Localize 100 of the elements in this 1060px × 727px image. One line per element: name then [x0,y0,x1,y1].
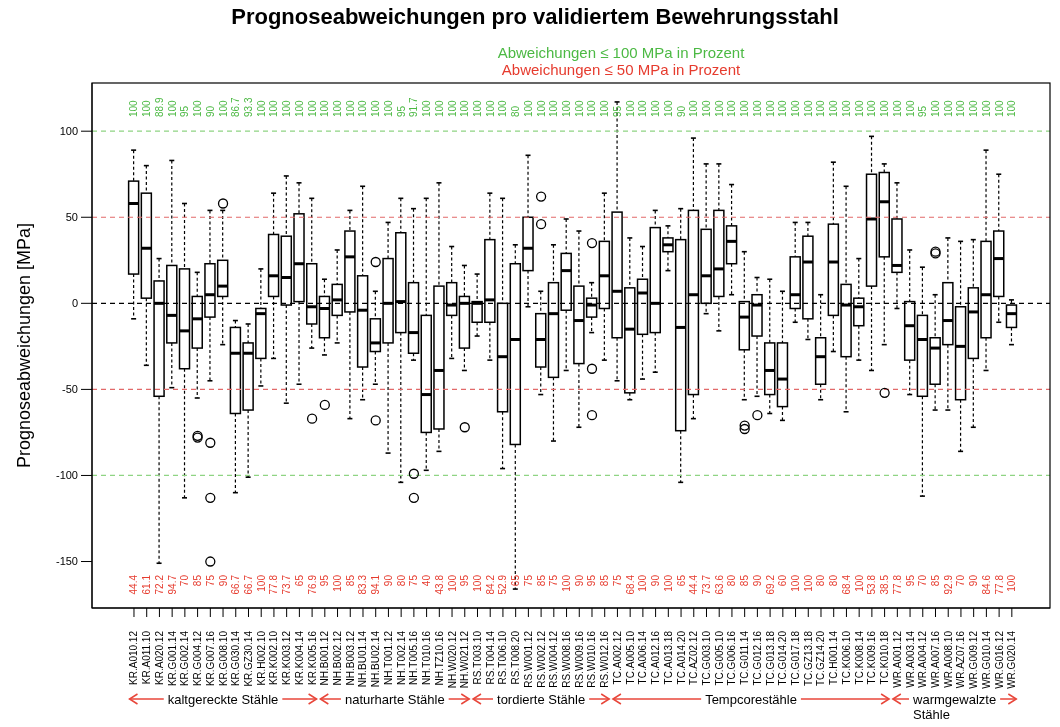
annotation: 90 [650,574,662,587]
x-tick-label: WR.A003.14 [904,630,916,688]
annotation: 100 [357,99,369,117]
annotation: 65 [510,574,522,587]
annotation: 100 [790,99,802,117]
x-tick-label: NH.W021.12 [459,630,471,689]
annotation: 65 [293,574,305,587]
x-tick-label: NH.B003.12 [344,630,356,686]
annotation: 100 [624,99,636,117]
annotation: 100 [281,99,293,117]
annotation: 100 [930,99,941,117]
x-tick-label: TC.K010.18 [879,630,891,685]
annotation: 100 [853,99,865,117]
annotation: 91.7 [408,97,420,117]
text: Tempcorestähle [705,691,797,707]
annotation: 100 [471,99,483,117]
annotation: 80 [510,105,522,117]
x-tick-label: NH.BU02.14 [370,630,382,688]
annotation: 100 [586,99,598,117]
x-tick-label: TC.K008.14 [853,630,865,685]
annotation: 100 [891,99,903,117]
annotation: 85 [599,574,611,587]
x-tick-label: NH.BU01.14 [357,630,369,688]
x-tick-label: TC.A012.16 [650,630,662,685]
annotation: 100 [1006,99,1018,117]
x-tick-label: KR.G002.14 [179,630,191,687]
annotation: 100 [497,99,509,117]
annotation: 72.2 [153,574,165,595]
annotation: 100 [561,99,573,117]
annotation: 100 [306,99,318,117]
annotation: 85 [535,574,547,587]
annotation: 100 [446,574,458,592]
text: Abweichungen ≤ 100 MPa in Prozent [497,44,746,61]
annotation: 77.8 [891,574,903,595]
annotation: 44.4 [128,574,140,595]
annotation: 100 [713,99,725,117]
annotation: 95 [459,574,471,587]
annotation: 60 [777,574,789,587]
annotation: 95 [904,574,916,587]
annotation: 100 [1006,574,1018,592]
x-tick-label: WR.G016.12 [993,630,1005,689]
x-tick-label: TC.G014.20 [777,630,789,686]
annotation: 100 [319,99,331,117]
annotation: 77.8 [993,574,1005,595]
x-tick-label: KR.G008.10 [217,630,229,687]
y-tick-label: 50 [65,211,78,224]
annotation: 100 [522,99,534,117]
x-tick-label: KR.G001.14 [166,630,178,687]
annotation: 100 [688,99,700,117]
x-tick-label: TC.G005.10 [713,630,725,686]
annotation: 100 [192,99,204,117]
annotation: 100 [484,99,496,117]
annotation: 68.4 [840,574,852,595]
annotation: 95 [917,105,929,117]
annotation: 75 [204,574,216,587]
annotation: 77.8 [268,574,280,595]
x-tick-label: NH.TZ10.16 [433,630,445,686]
annotation: 65 [675,574,687,587]
chart-title: Prognoseabweichungen pro validiertem Bewehrungsstahl [231,4,839,29]
annotation: 85 [192,574,204,587]
text: naturharte Stähle [344,691,445,707]
annotation: 100 [650,99,662,117]
annotation: 95 [395,105,407,117]
x-tick-label: TC.AZ02.12 [688,630,700,685]
annotation: 94.1 [370,574,382,595]
annotation: 80 [828,574,840,587]
annotation: 100 [446,99,458,117]
annotation: 100 [459,99,471,117]
x-tick-label: WR.A008.10 [942,630,954,688]
annotation: 90 [968,574,980,587]
x-tick-label: TC.A002.12 [611,630,623,685]
annotation: 70 [179,574,191,587]
annotation: 75 [522,574,534,587]
x-tick-label: WR.A001.12 [891,630,903,688]
annotation: 75 [548,574,560,587]
annotation: 100 [141,99,153,117]
x-tick-label: WR.A007.16 [930,630,941,688]
x-tick-label: RS.W008.16 [561,630,573,688]
y-tick-label: -150 [55,555,78,568]
annotation: 100 [853,574,865,592]
annotation: 100 [128,99,140,117]
annotation: 100 [637,574,649,592]
text: kaltgereckte Stähle [167,691,279,707]
annotation: 52.9 [497,574,509,595]
annotation: 100 [637,99,649,117]
x-tick-label: TC.K009.16 [866,630,878,685]
annotation: 40 [421,574,433,587]
x-tick-label: TC.A005.10 [624,630,636,685]
x-tick-label: RS.T003.10 [471,630,483,685]
text: Abweichungen ≤ 50 MPa in Prozent [501,61,742,78]
x-tick-label: RS.W002.12 [535,630,547,688]
annotation: 68.4 [624,574,636,595]
annotation: 63.6 [713,574,725,595]
y-tick-label: -100 [55,469,78,482]
annotation: 100 [828,99,840,117]
annotation: 100 [764,99,776,117]
annotation: 100 [382,99,394,117]
x-tick-label: RS.T008.20 [510,630,522,685]
annotation: 100 [815,99,827,117]
x-tick-label: KR.K003.12 [281,630,293,685]
